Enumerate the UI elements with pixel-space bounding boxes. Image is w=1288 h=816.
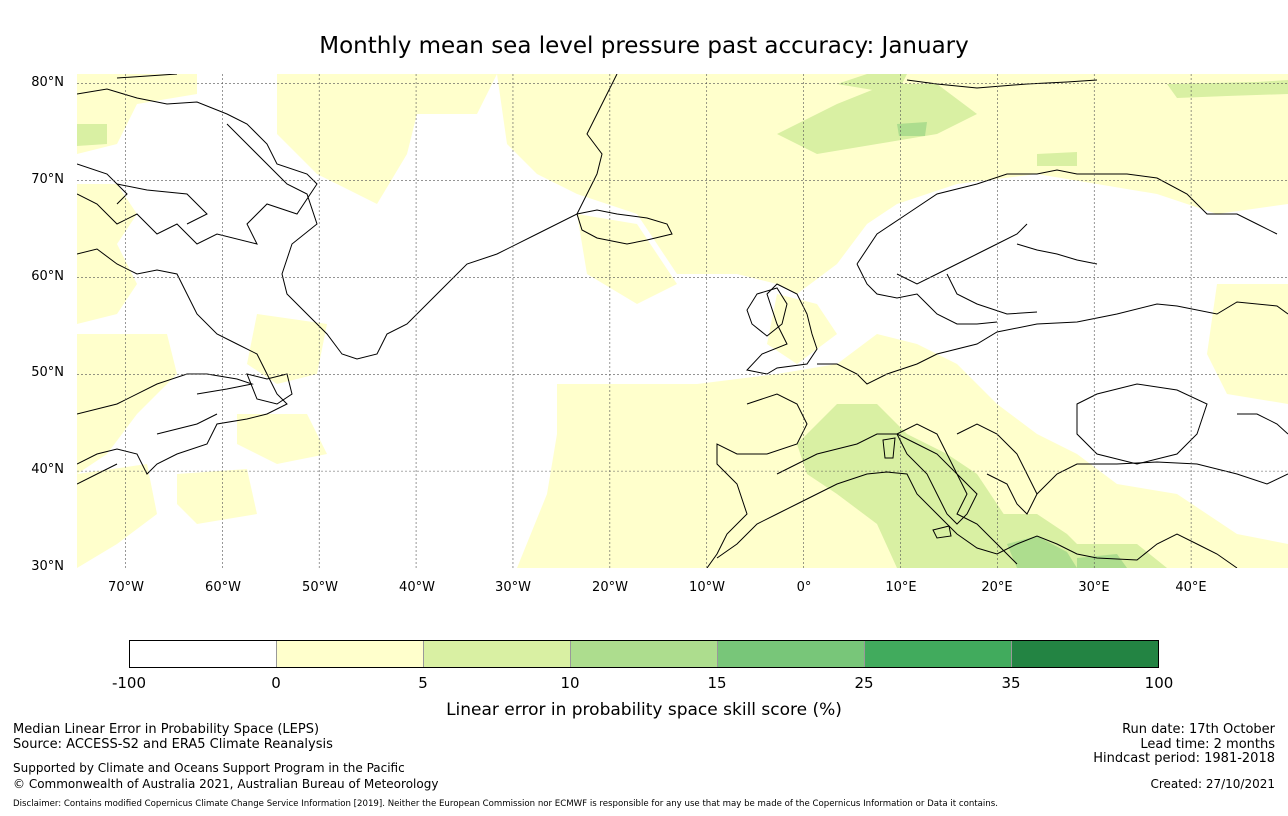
colorbar-segment xyxy=(424,641,571,667)
map-title: Monthly mean sea level pressure past acc… xyxy=(319,33,969,59)
colorbar-segment xyxy=(865,641,1012,667)
colorbar xyxy=(129,640,1159,668)
colorbar-tick-label: 25 xyxy=(854,674,874,692)
lat-label: 30°N xyxy=(31,559,64,574)
footer-hindcast-period: Hindcast period: 1981-2018 xyxy=(1093,751,1275,766)
lon-label: 30°E xyxy=(1078,580,1110,595)
colorbar-title: Linear error in probability space skill … xyxy=(446,700,842,720)
colorbar-tick-label: 5 xyxy=(418,674,428,692)
lon-label: 10°E xyxy=(885,580,917,595)
lon-label: 40°W xyxy=(399,580,435,595)
skill-map xyxy=(77,74,1288,568)
disclaimer: Disclaimer: Contains modified Copernicus… xyxy=(13,799,998,809)
colorbar-segment xyxy=(718,641,865,667)
colorbar-tick-label: 35 xyxy=(1001,674,1021,692)
lon-label: 10°W xyxy=(689,580,725,595)
colorbar-segment xyxy=(571,641,718,667)
lon-label: 20°E xyxy=(981,580,1013,595)
lon-label: 60°W xyxy=(205,580,241,595)
colorbar-segment xyxy=(1012,641,1158,667)
footer-support: Supported by Climate and Oceans Support … xyxy=(13,761,405,775)
lon-label: 50°W xyxy=(302,580,338,595)
lat-label: 60°N xyxy=(31,269,64,284)
footer-run-date: Run date: 17th October xyxy=(1122,722,1275,737)
map-canvas xyxy=(77,74,1288,568)
coastlines xyxy=(77,74,1288,568)
colorbar-tick-label: 15 xyxy=(707,674,727,692)
lat-label: 70°N xyxy=(31,172,64,187)
colorbar-tick-label: 0 xyxy=(271,674,281,692)
colorbar-tick-label: 100 xyxy=(1144,674,1174,692)
lat-label: 50°N xyxy=(31,365,64,380)
colorbar-tick-label: -100 xyxy=(111,674,147,692)
footer-lead-time: Lead time: 2 months xyxy=(1140,737,1275,752)
footer-created: Created: 27/10/2021 xyxy=(1150,777,1275,791)
lat-label: 40°N xyxy=(31,462,64,477)
lon-label: 40°E xyxy=(1175,580,1207,595)
footer-method: Median Linear Error in Probability Space… xyxy=(13,722,320,737)
footer-source: Source: ACCESS-S2 and ERA5 Climate Reana… xyxy=(13,737,333,752)
colorbar-segment xyxy=(130,641,277,667)
skill-shading xyxy=(77,74,1288,568)
graticule xyxy=(77,74,1288,568)
colorbar-segment xyxy=(277,641,424,667)
lon-label: 30°W xyxy=(495,580,531,595)
footer-copyright: © Commonwealth of Australia 2021, Austra… xyxy=(13,777,439,791)
lat-label: 80°N xyxy=(31,75,64,90)
lon-label: 20°W xyxy=(592,580,628,595)
colorbar-tick-label: 10 xyxy=(560,674,580,692)
lon-label: 0° xyxy=(796,580,812,595)
lon-label: 70°W xyxy=(108,580,144,595)
